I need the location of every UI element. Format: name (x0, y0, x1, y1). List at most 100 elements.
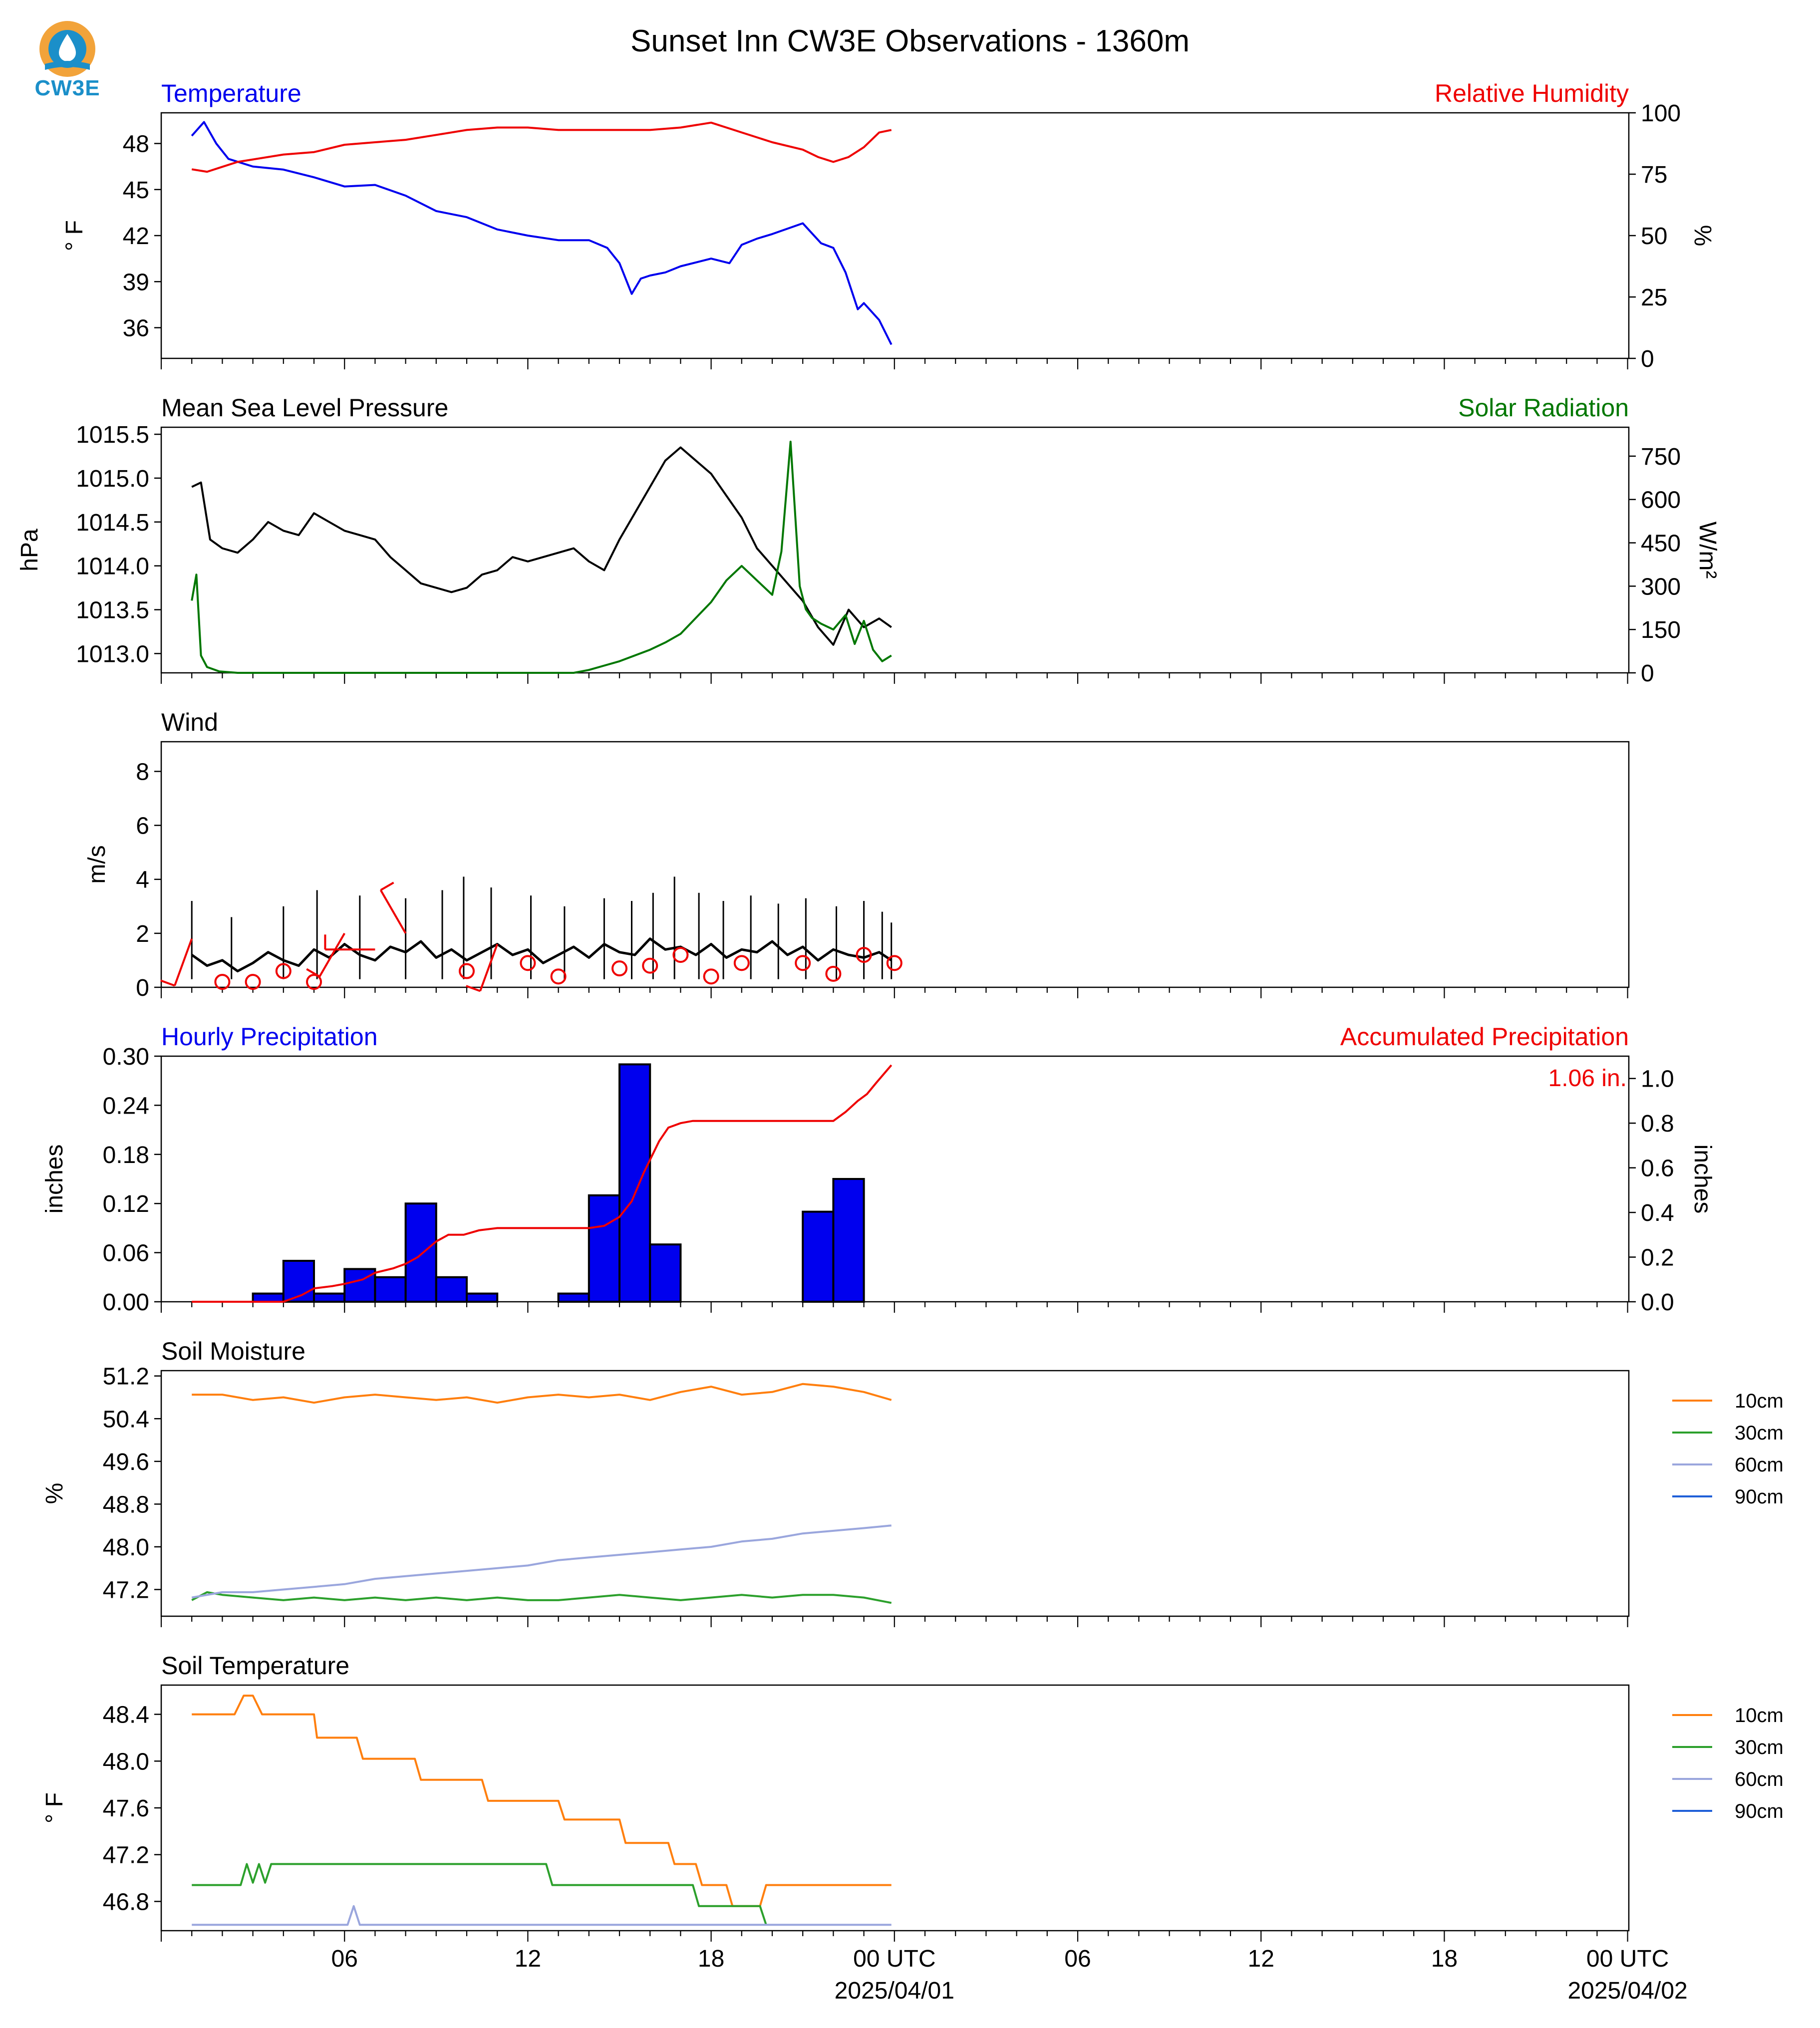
calm-wind-marker (459, 963, 475, 979)
precip-bar (343, 1268, 376, 1303)
y-tick-label-left: 0.30 (103, 1044, 149, 1070)
series-line-right-1 (191, 121, 892, 173)
panel-temperature: Temperature Relative Humidity 36 39 42 45 48 0 2… (61, 79, 1716, 372)
series-line-10cm (192, 1695, 892, 1907)
y-tick-label-right: 25 (1641, 285, 1667, 311)
x-tick-label: 18 (698, 1946, 724, 1972)
panel-precipitation: Hourly Precipitation Accumulated Precipit… (41, 1023, 1716, 1316)
y-tick-label-right: 0.2 (1641, 1245, 1674, 1271)
calm-wind-marker (703, 968, 719, 985)
precip-bar (313, 1292, 346, 1303)
y-tick-label-right: 0 (1641, 660, 1654, 687)
precip-bar (832, 1178, 865, 1303)
calm-wind-marker (245, 974, 261, 990)
wind-barb-staff (479, 943, 499, 992)
y-tick-label-right: 75 (1641, 162, 1667, 188)
series-line-30cm (191, 1591, 892, 1604)
y-axis-label-left: hPa (16, 529, 43, 572)
panel-wind: Wind 0 2 4 6 8 m/s (84, 708, 1630, 1001)
y-tick-label-right: 450 (1641, 531, 1681, 557)
y-axis-label-right: % (1689, 225, 1716, 247)
precip-bar (435, 1276, 468, 1303)
x-tick-label: 12 (1248, 1946, 1274, 1972)
precip-bar (557, 1292, 590, 1303)
plot-frame (160, 1684, 1630, 1932)
calm-wind-marker (886, 955, 903, 971)
panel-title-left: Wind (161, 708, 218, 736)
wind-barb-flag (306, 968, 320, 978)
y-tick-label-left: 1015.0 (76, 466, 149, 492)
total-precip-label: 1.06 in. (1548, 1065, 1627, 1092)
cw3e-logo: CW3E (30, 18, 105, 103)
legend-label-60cm: 60cm (1735, 1454, 1784, 1476)
panel-title-right: Solar Radiation (1458, 394, 1629, 422)
wind-barb-staff (318, 932, 345, 977)
legend-label-10cm: 10cm (1735, 1705, 1784, 1727)
precip-bar (802, 1210, 835, 1303)
panel-pressure: Mean Sea Level Pressure Solar Radiation 10… (16, 394, 1721, 687)
y-tick-label-left: 47.2 (103, 1577, 149, 1604)
figure-title: Sunset Inn CW3E Observations - 1360m (630, 24, 1190, 58)
y-tick-label-right: 100 (1641, 100, 1681, 127)
y-tick-label-left: 46.8 (103, 1889, 149, 1915)
y-axis-label-left: inches (41, 1145, 68, 1214)
y-tick-label-left: 1013.0 (76, 641, 149, 667)
y-tick-label-left: 45 (123, 177, 149, 204)
panel-title-right: Accumulated Precipitation (1340, 1023, 1629, 1051)
accumulated-precip-line (192, 1064, 893, 1303)
panel-title-left: Mean Sea Level Pressure (161, 394, 448, 422)
calm-wind-marker (275, 963, 292, 979)
wind-barb-staff (379, 889, 407, 934)
precip-bar (404, 1202, 437, 1303)
panel-title-left: Hourly Precipitation (161, 1023, 378, 1051)
series-line-60cm (191, 1524, 892, 1599)
series-line-60cm (192, 1905, 892, 1926)
calm-wind-marker (856, 947, 872, 963)
y-tick-label-left: 47.2 (103, 1842, 149, 1869)
panel-soil_moisture: Soil Moisture 47.2 48.0 48.8 49.6 50.4 51.2% 10… (41, 1337, 1784, 1627)
y-tick-label-left: 48.8 (103, 1491, 149, 1518)
x-tick-label: 00 UTC (853, 1946, 935, 1972)
y-tick-label-right: 1.0 (1641, 1066, 1674, 1093)
x-tick-label: 06 (331, 1946, 358, 1972)
legend-label-90cm: 90cm (1735, 1800, 1784, 1822)
precip-bar (649, 1243, 682, 1303)
y-tick-label-right: 300 (1641, 574, 1681, 600)
y-tick-label-left: 49.6 (103, 1449, 149, 1475)
y-tick-label-left: 0.18 (103, 1142, 149, 1168)
y-tick-label-right: 0.0 (1641, 1289, 1674, 1316)
wind-barb-flag (380, 881, 394, 891)
y-tick-label-right: 150 (1641, 617, 1681, 643)
plot-frame (160, 741, 1630, 988)
plot-frame (160, 1370, 1630, 1617)
y-tick-label-right: 0.8 (1641, 1111, 1674, 1137)
series-line-10cm (192, 1383, 892, 1404)
y-axis-label-right: inches (1689, 1145, 1716, 1214)
precip-bar (282, 1260, 315, 1303)
y-tick-label-left: 51.2 (103, 1364, 149, 1390)
precip-bar (374, 1276, 407, 1303)
logo-text: CW3E (34, 76, 100, 100)
y-tick-label-left: 48.0 (103, 1748, 149, 1775)
y-tick-label-right: 750 (1641, 444, 1681, 470)
panel-title-left: Soil Temperature (161, 1652, 349, 1680)
water-drop-icon (39, 21, 95, 77)
calm-wind-marker (795, 955, 811, 971)
y-tick-label-left: 48.4 (103, 1702, 149, 1729)
y-tick-label-left: 2 (136, 921, 149, 947)
y-tick-label-left: 1015.5 (76, 422, 149, 448)
precip-bar (618, 1063, 651, 1303)
y-axis-label-left: m/s (84, 845, 110, 883)
y-tick-label-left: 47.6 (103, 1795, 149, 1822)
y-axis-label-left: ° F (41, 1792, 68, 1823)
y-tick-label-left: 0.06 (103, 1240, 149, 1267)
series-line-left-0 (191, 446, 892, 646)
panel-title-left: Temperature (161, 79, 302, 107)
y-tick-label-right: 0.6 (1641, 1156, 1674, 1182)
wind-barb-staff (174, 938, 193, 986)
plot-frame (160, 426, 1630, 674)
series-line-30cm (192, 1863, 767, 1925)
y-tick-label-right: 0 (1641, 346, 1654, 372)
y-tick-label-left: 1013.5 (76, 597, 149, 623)
y-tick-label-left: 39 (123, 269, 149, 295)
